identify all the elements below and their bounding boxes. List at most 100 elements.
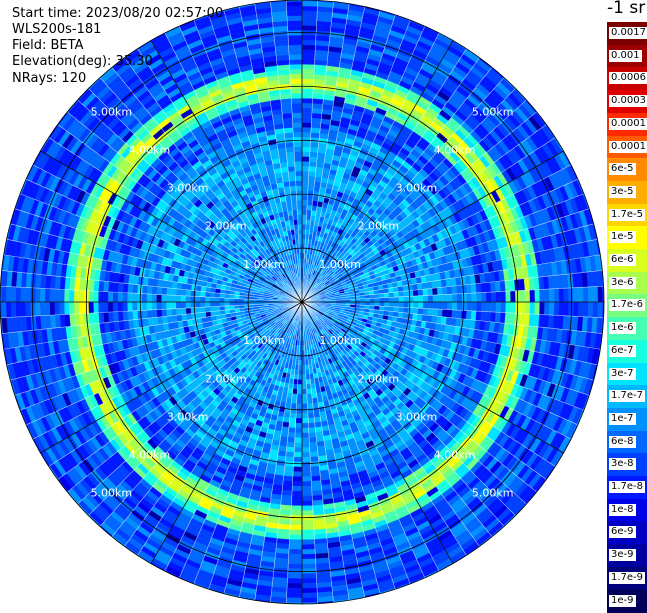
ppi-gate [302,25,317,30]
ppi-gate [467,293,472,302]
ppi-gate [191,588,208,598]
ppi-gate [525,290,530,302]
ppi-gate [287,583,302,588]
ppi-gate [302,399,307,404]
ppi-gate [307,205,312,210]
ppi-gate [540,302,545,315]
ppi-gate [310,137,319,143]
ppi-gate [310,152,318,158]
ppi-gate [302,481,312,486]
ppi-gate [462,293,467,302]
ppi-gate [307,389,312,394]
ppi-gate [510,302,515,313]
ppi-gate [597,366,605,383]
ppi-gate [394,292,399,297]
ppi-gate [309,432,316,437]
ppi-gate [530,302,535,314]
ppi-gate [302,215,307,220]
ppi-gate [302,564,316,569]
ppi-gate [418,289,423,296]
ppi-gate [309,161,317,166]
ppi-gate [389,297,394,302]
ppi-gate [564,302,569,316]
ppi-gate [290,525,302,530]
ppi-gate [310,447,318,453]
ppi-gate [310,142,319,147]
ppi-gate [490,312,496,322]
ppi-gate [302,88,313,93]
ppi-gate [283,476,293,482]
ppi-gate [432,309,437,316]
ppi-gate [302,525,314,530]
ppi-gate [302,530,314,535]
ppi-gate [412,581,429,592]
ppi-gate [506,291,511,302]
ppi-gate [447,294,452,302]
ppi-gate [287,593,303,598]
ppi-gate [312,485,322,491]
ppi-gate [309,166,316,171]
ppi-gate [366,0,383,7]
ppi-gate [302,423,309,428]
ppi-gate [312,495,323,501]
ppi-gate [307,394,312,399]
ppi-gate [292,394,297,399]
ppi-gate [311,476,321,482]
ppi-gate [447,286,453,294]
ppi-gate [573,302,578,317]
ppi-gate [288,564,302,569]
ppi-gate [447,302,452,310]
ppi-gate [306,384,311,389]
ppi-gate [302,108,312,113]
ppi-gate [311,128,320,134]
ppi-gate [302,394,307,399]
ppi-gate [308,413,314,418]
ppi-gate [423,302,428,309]
ppi-gate [302,210,307,215]
ppi-gate [302,122,311,127]
ppi-gate [442,287,447,295]
ppi-gate [412,314,418,321]
ppi-gate [462,302,467,311]
ppi-gate [285,457,294,462]
ppi-gate [302,433,309,438]
ppi-gate [282,485,292,491]
ppi-gate [510,291,515,302]
ppi-gate [394,297,399,302]
ppi-gate [302,64,314,69]
ppi-gate [302,152,310,157]
ppi-gate [412,284,418,291]
ppi-gate [457,302,462,310]
ppi-gate [309,428,316,433]
ppi-gate [294,452,302,457]
ppi-gate [308,418,315,423]
ppi-gate [302,535,314,540]
ppi-gate [302,554,316,559]
ppi-gate [302,559,316,564]
ppi-gate [289,549,302,554]
ppi-gate [302,520,314,525]
ppi-gate [302,1,318,6]
ppi-gate [302,74,314,79]
ppi-gate [593,287,598,303]
ppi-gate [302,418,308,423]
ppi-gate [403,291,408,297]
ppi-gate [573,288,578,303]
ppi-gate [477,302,482,311]
ppi-gate [302,186,308,191]
ppi-gate [588,191,598,208]
ppi-gate [302,181,308,186]
ppi-gate [437,309,442,317]
ppi-gate [292,491,302,496]
ppi-gate [297,399,302,404]
ppi-gate [302,573,317,578]
ppi-gate [285,461,294,467]
ppi-gate [588,397,598,414]
ppi-gate [307,200,313,205]
ppi-gate [423,289,428,296]
ppi-gate [399,302,404,307]
ppi-gate [294,457,302,462]
ppi-gate [302,389,307,394]
ppi-gate [295,433,302,438]
